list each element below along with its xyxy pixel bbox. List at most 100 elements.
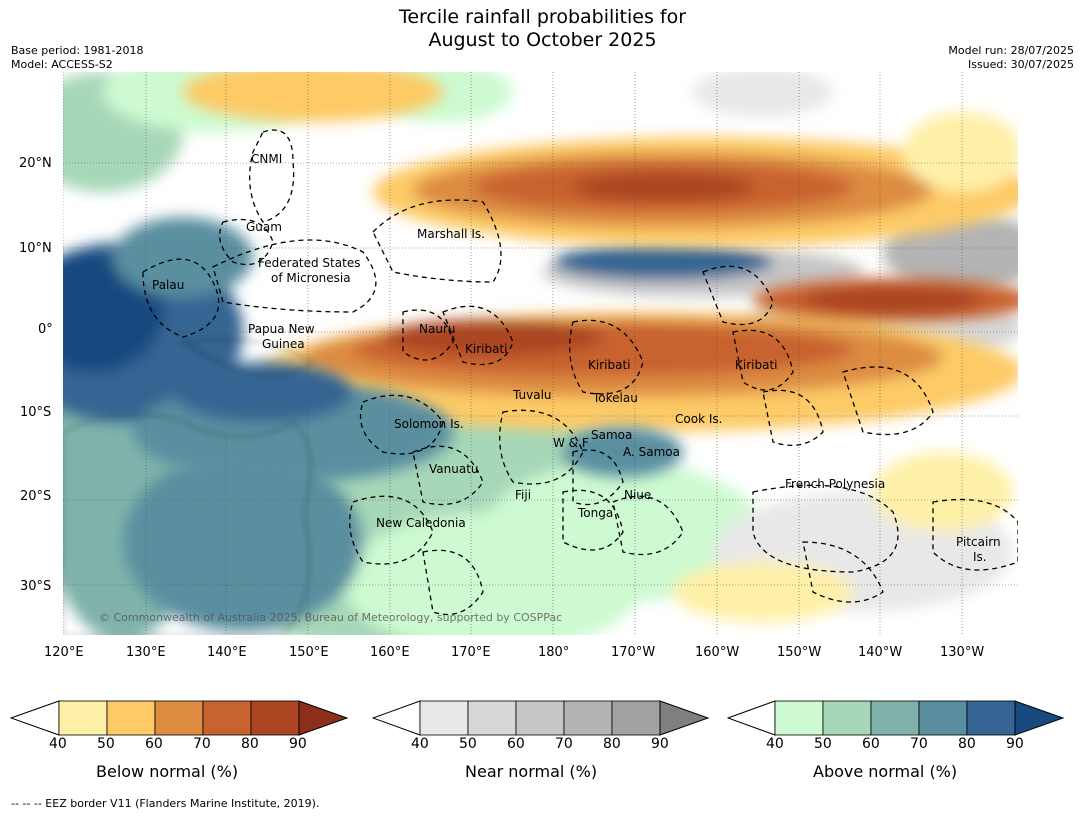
cb-near-tick: 80 xyxy=(603,736,621,752)
cb-below-tick: 90 xyxy=(289,736,307,752)
cb-near-tick: 40 xyxy=(411,736,429,752)
label-kiribati-3: Kiribati xyxy=(735,358,777,372)
colorbar-segment xyxy=(106,700,156,736)
cb-below-tick: 50 xyxy=(97,736,115,752)
cb-below-tick: 60 xyxy=(145,736,163,752)
lon-tick: 170°W xyxy=(611,645,656,660)
colorbar-segment xyxy=(154,700,204,736)
rainfall-probability-map: CNMI Guam Marshall Is. Federated States … xyxy=(63,72,1018,635)
lat-tick: 10°N xyxy=(19,241,52,256)
label-pitcairn-1: Pitcairn xyxy=(956,535,1001,549)
cb-above-tick: 80 xyxy=(958,736,976,752)
model-name: Model: ACCESS-S2 xyxy=(11,58,113,71)
place-labels: CNMI Guam Marshall Is. Federated States … xyxy=(152,152,1001,564)
colorbar-segment xyxy=(774,700,824,736)
label-french-polynesia: French Polynesia xyxy=(785,477,885,491)
label-cnmi: CNMI xyxy=(251,152,282,166)
label-pitcairn-2: Is. xyxy=(973,550,987,564)
label-png-2: Guinea xyxy=(262,337,305,351)
lon-tick: 120°E xyxy=(44,645,84,660)
colorbar-above-normal xyxy=(727,700,1065,736)
issued-date: Issued: 30/07/2025 xyxy=(967,58,1074,71)
lon-tick: 140°W xyxy=(858,645,903,660)
cb-below-tick: 70 xyxy=(193,736,211,752)
lon-tick: 130°W xyxy=(940,645,985,660)
meta-right: Model run: 28/07/2025 Issued: 30/07/2025 xyxy=(948,44,1074,72)
lat-tick: 0° xyxy=(38,322,53,337)
coastlines xyxy=(63,339,314,635)
label-kiribati-2: Kiribati xyxy=(588,358,630,372)
label-palau: Palau xyxy=(152,278,184,292)
label-fsm-1: Federated States xyxy=(258,256,360,270)
label-fiji: Fiji xyxy=(515,488,531,502)
cb-above-tick: 70 xyxy=(910,736,928,752)
graticule xyxy=(63,72,1018,635)
label-niue: Niue xyxy=(624,488,651,502)
lat-tick: 30°S xyxy=(20,579,52,594)
colorbar-segment xyxy=(467,700,517,736)
lon-tick: 160°W xyxy=(695,645,740,660)
label-samoa: Samoa xyxy=(591,428,632,442)
label-kiribati-1: Kiribati xyxy=(465,342,507,356)
cb-above-label: Above normal (%) xyxy=(813,762,958,781)
cb-above-tick: 60 xyxy=(862,736,880,752)
cb-above-tick: 90 xyxy=(1006,736,1024,752)
label-solomon: Solomon Is. xyxy=(394,417,464,431)
label-vanuatu: Vanuatu xyxy=(429,462,479,476)
label-guam: Guam xyxy=(246,220,282,234)
lon-tick: 160°E xyxy=(370,645,410,660)
colorbar-segment xyxy=(966,700,1016,736)
colorbar-below-normal xyxy=(10,700,349,736)
label-wf: W & F xyxy=(553,436,589,450)
cb-below-tick: 80 xyxy=(241,736,259,752)
label-marshall: Marshall Is. xyxy=(417,227,485,241)
label-new-caledonia: New Caledonia xyxy=(376,516,466,530)
colorbar-segment xyxy=(250,700,300,736)
label-nauru: Nauru xyxy=(419,322,455,336)
colorbar-near-normal xyxy=(372,700,710,736)
eez-footnote: -- -- -- EEZ border V11 (Flanders Marine… xyxy=(11,797,320,810)
cb-near-tick: 70 xyxy=(555,736,573,752)
title-line-2: August to October 2025 xyxy=(428,29,657,51)
colorbar-segment xyxy=(202,700,252,736)
cb-below-label: Below normal (%) xyxy=(96,762,239,781)
colorbar-segment xyxy=(611,700,661,736)
map-title: Tercile rainfall probabilities for Augus… xyxy=(0,6,1085,52)
colorbar-segment xyxy=(870,700,920,736)
label-tokelau: Tokelau xyxy=(592,391,638,405)
eez-borders xyxy=(142,129,1018,616)
lat-tick: 20°S xyxy=(20,489,52,504)
meta-left: Base period: 1981-2018 Model: ACCESS-S2 xyxy=(11,44,143,72)
lon-tick: 180° xyxy=(538,645,570,660)
lon-tick: 130°E xyxy=(126,645,166,660)
lon-tick: 140°E xyxy=(207,645,247,660)
cb-near-label: Near normal (%) xyxy=(465,762,598,781)
title-line-1: Tercile rainfall probabilities for xyxy=(398,6,687,28)
label-asamoa: A. Samoa xyxy=(623,445,680,459)
colorbar-segment xyxy=(822,700,872,736)
lon-tick: 170°E xyxy=(451,645,491,660)
cb-near-tick: 90 xyxy=(651,736,669,752)
colorbar-segment xyxy=(58,700,108,736)
cb-above-tick: 40 xyxy=(766,736,784,752)
model-run: Model run: 28/07/2025 xyxy=(948,44,1074,57)
cb-below-tick: 40 xyxy=(49,736,67,752)
label-fsm-2: of Micronesia xyxy=(271,271,351,285)
cb-above-tick: 50 xyxy=(814,736,832,752)
lat-tick: 10°S xyxy=(20,405,52,420)
colorbar-segment xyxy=(563,700,613,736)
lat-tick: 20°N xyxy=(19,156,52,171)
colorbar-segment xyxy=(419,700,469,736)
cb-near-tick: 50 xyxy=(459,736,477,752)
label-tuvalu: Tuvalu xyxy=(512,388,552,402)
label-cook: Cook Is. xyxy=(675,412,722,426)
label-png-1: Papua New xyxy=(248,322,315,336)
cb-near-tick: 60 xyxy=(507,736,525,752)
probability-fields: CNMI Guam Marshall Is. Federated States … xyxy=(63,72,1018,635)
colorbar-segment xyxy=(515,700,565,736)
base-period: Base period: 1981-2018 xyxy=(11,44,144,57)
label-tonga: Tonga xyxy=(577,506,613,520)
lon-tick: 150°E xyxy=(289,645,329,660)
lon-tick: 150°W xyxy=(777,645,822,660)
colorbar-segment xyxy=(918,700,968,736)
